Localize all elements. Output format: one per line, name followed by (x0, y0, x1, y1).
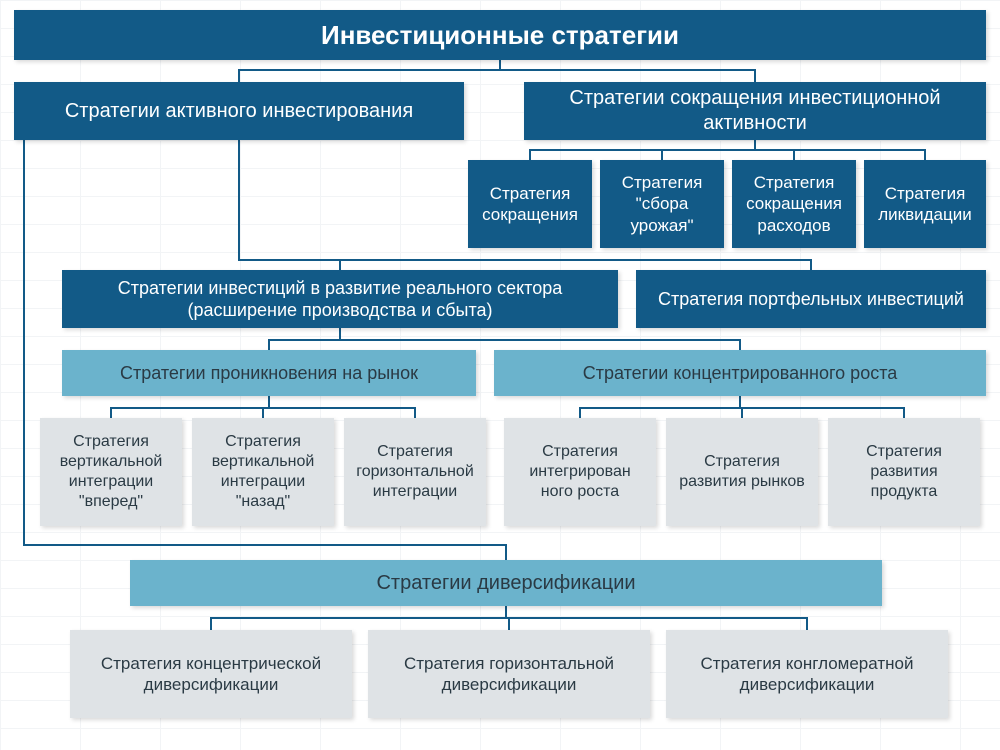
node-c2: Стратегия развития рынков (666, 418, 818, 526)
node-p1: Стратегия вертикальной интеграции "впере… (40, 418, 182, 526)
node-div: Стратегии диверсификации (130, 560, 882, 606)
node-d2: Стратегия горизонтальной диверсификации (368, 630, 650, 718)
node-conc: Стратегии концентрированного роста (494, 350, 986, 396)
node-c3: Стратегия развития продукта (828, 418, 980, 526)
node-r4: Стратегия ликвидации (864, 160, 986, 248)
node-d1: Стратегия концентрической диверсификации (70, 630, 352, 718)
node-r1: Стратегия сокращения (468, 160, 592, 248)
node-real: Стратегии инвестиций в развитие реальног… (62, 270, 618, 328)
node-r3: Стратегия сокращения расходов (732, 160, 856, 248)
node-c1: Стратегия интегрирован ного роста (504, 418, 656, 526)
node-d3: Стратегия конгломератной диверсификации (666, 630, 948, 718)
node-pen: Стратегии проникновения на рынок (62, 350, 476, 396)
node-p3: Стратегия горизонтальной интеграции (344, 418, 486, 526)
node-portf: Стратегия портфельных инвестиций (636, 270, 986, 328)
node-r2: Стратегия "сбора урожая" (600, 160, 724, 248)
node-p2: Стратегия вертикальной интеграции "назад… (192, 418, 334, 526)
node-root: Инвестиционные стратегии (14, 10, 986, 60)
node-reduce: Стратегии сокращения инвестиционной акти… (524, 82, 986, 140)
node-active: Стратегии активного инвестирования (14, 82, 464, 140)
